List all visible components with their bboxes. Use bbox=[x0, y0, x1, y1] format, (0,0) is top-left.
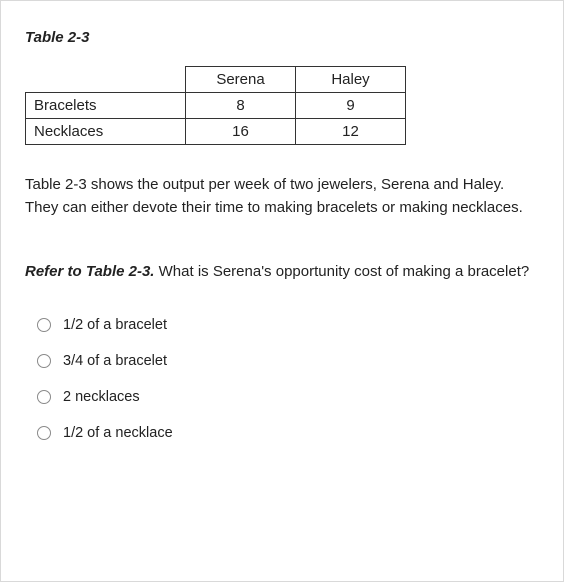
option-label: 2 necklaces bbox=[63, 389, 140, 405]
table-row-label: Bracelets bbox=[26, 93, 186, 119]
table-description: Table 2-3 shows the output per week of t… bbox=[25, 173, 539, 220]
table-cell: 8 bbox=[186, 93, 296, 119]
table-row-label: Necklaces bbox=[26, 119, 186, 145]
table-header-cell: Haley bbox=[296, 67, 406, 93]
radio-icon bbox=[37, 426, 51, 440]
question-card: Table 2-3 Serena Haley Bracelets 8 9 Nec… bbox=[0, 0, 564, 582]
table-header-cell: Serena bbox=[186, 67, 296, 93]
question-body: What is Serena's opportunity cost of mak… bbox=[154, 263, 529, 280]
question-text: Refer to Table 2-3. What is Serena's opp… bbox=[25, 260, 539, 283]
option-1[interactable]: 3/4 of a bracelet bbox=[37, 353, 539, 369]
table-cell: 12 bbox=[296, 119, 406, 145]
radio-icon bbox=[37, 354, 51, 368]
option-label: 1/2 of a necklace bbox=[63, 425, 173, 441]
table-cell: 16 bbox=[186, 119, 296, 145]
table-cell: 9 bbox=[296, 93, 406, 119]
radio-icon bbox=[37, 390, 51, 404]
table-row: Necklaces 16 12 bbox=[26, 119, 406, 145]
table-title: Table 2-3 bbox=[25, 29, 539, 46]
option-0[interactable]: 1/2 of a bracelet bbox=[37, 317, 539, 333]
table-header-row: Serena Haley bbox=[26, 67, 406, 93]
option-3[interactable]: 1/2 of a necklace bbox=[37, 425, 539, 441]
options-group: 1/2 of a bracelet 3/4 of a bracelet 2 ne… bbox=[25, 317, 539, 441]
question-lead: Refer to Table 2-3. bbox=[25, 263, 154, 280]
option-2[interactable]: 2 necklaces bbox=[37, 389, 539, 405]
table-header-empty bbox=[26, 67, 186, 93]
data-table: Serena Haley Bracelets 8 9 Necklaces 16 … bbox=[25, 66, 406, 145]
table-row: Bracelets 8 9 bbox=[26, 93, 406, 119]
radio-icon bbox=[37, 318, 51, 332]
option-label: 1/2 of a bracelet bbox=[63, 317, 167, 333]
option-label: 3/4 of a bracelet bbox=[63, 353, 167, 369]
